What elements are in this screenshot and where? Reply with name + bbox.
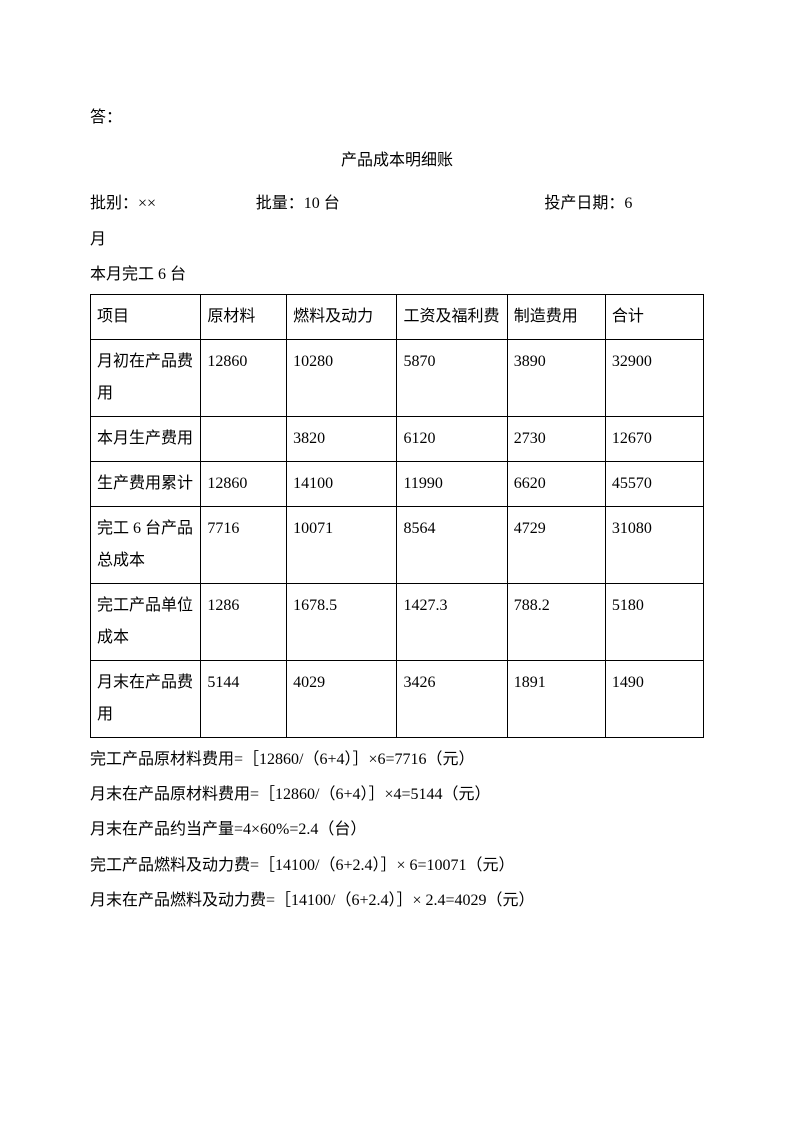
cell: 3890: [507, 339, 605, 416]
cell: 生产费用累计: [91, 461, 201, 506]
cell: 12670: [605, 416, 703, 461]
table-row: 本月生产费用 3820 6120 2730 12670: [91, 416, 704, 461]
cell: 14100: [287, 461, 397, 506]
cell: 4029: [287, 660, 397, 737]
header-cell: 燃料及动力: [287, 294, 397, 339]
calculation-line: 完工产品燃料及动力费=［14100/（6+2.4）］× 6=10071（元）: [90, 848, 704, 883]
cell: 3426: [397, 660, 507, 737]
calculation-line: 月末在产品燃料及动力费=［14100/（6+2.4）］× 2.4=4029（元）: [90, 883, 704, 918]
cell: 31080: [605, 506, 703, 583]
cell: 2730: [507, 416, 605, 461]
cell: 8564: [397, 506, 507, 583]
cell: 5144: [201, 660, 287, 737]
header-cell: 合计: [605, 294, 703, 339]
cell: 12860: [201, 339, 287, 416]
calculation-line: 月末在产品约当产量=4×60%=2.4（台）: [90, 812, 704, 847]
cell: 本月生产费用: [91, 416, 201, 461]
cell: 6120: [397, 416, 507, 461]
cell: 1286: [201, 583, 287, 660]
header-cell: 制造费用: [507, 294, 605, 339]
cell: 5180: [605, 583, 703, 660]
table-row: 月末在产品费用 5144 4029 3426 1891 1490: [91, 660, 704, 737]
cell: 1427.3: [397, 583, 507, 660]
cell: 5870: [397, 339, 507, 416]
document-title: 产品成本明细账: [90, 143, 704, 178]
cell: 1490: [605, 660, 703, 737]
table-row: 完工产品单位成本 1286 1678.5 1427.3 788.2 5180: [91, 583, 704, 660]
cell: 月末在产品费用: [91, 660, 201, 737]
batch-label: 批别：××: [90, 186, 256, 221]
cell: 11990: [397, 461, 507, 506]
cell: [201, 416, 287, 461]
cell: 7716: [201, 506, 287, 583]
cell: 788.2: [507, 583, 605, 660]
table-header-row: 项目 原材料 燃料及动力 工资及福利费 制造费用 合计: [91, 294, 704, 339]
cell: 10071: [287, 506, 397, 583]
cell: 月初在产品费用: [91, 339, 201, 416]
header-cell: 项目: [91, 294, 201, 339]
production-date: 投产日期：6: [544, 186, 704, 221]
completed-label: 本月完工 6 台: [90, 257, 704, 292]
table-row: 月初在产品费用 12860 10280 5870 3890 32900: [91, 339, 704, 416]
header-cell: 原材料: [201, 294, 287, 339]
table-row: 完工 6 台产品总成本 7716 10071 8564 4729 31080: [91, 506, 704, 583]
cell: 1678.5: [287, 583, 397, 660]
calculation-line: 月末在产品原材料费用=［12860/（6+4）］×4=5144（元）: [90, 777, 704, 812]
cell: 45570: [605, 461, 703, 506]
cell: 3820: [287, 416, 397, 461]
cell: 完工产品单位成本: [91, 583, 201, 660]
batch-quantity: 批量：10 台: [256, 186, 545, 221]
cell: 32900: [605, 339, 703, 416]
cell: 6620: [507, 461, 605, 506]
month-label: 月: [90, 222, 704, 257]
calculation-line: 完工产品原材料费用=［12860/（6+4）］×6=7716（元）: [90, 742, 704, 777]
cell: 4729: [507, 506, 605, 583]
cost-table: 项目 原材料 燃料及动力 工资及福利费 制造费用 合计 月初在产品费用 1286…: [90, 294, 704, 738]
cell: 完工 6 台产品总成本: [91, 506, 201, 583]
calculations-section: 完工产品原材料费用=［12860/（6+4）］×6=7716（元） 月末在产品原…: [90, 742, 704, 918]
info-line: 批别：×× 批量：10 台 投产日期：6: [90, 186, 704, 221]
header-cell: 工资及福利费: [397, 294, 507, 339]
answer-label: 答：: [90, 100, 704, 135]
cell: 1891: [507, 660, 605, 737]
table-row: 生产费用累计 12860 14100 11990 6620 45570: [91, 461, 704, 506]
cell: 10280: [287, 339, 397, 416]
cell: 12860: [201, 461, 287, 506]
